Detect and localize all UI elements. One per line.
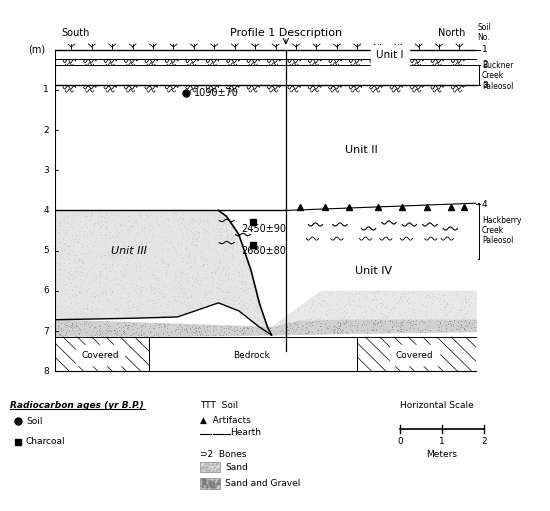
Text: Unit I: Unit I [376,50,404,60]
Text: 1: 1 [482,45,488,54]
Text: 1: 1 [43,85,49,95]
Text: Sand: Sand [225,462,248,472]
Text: Horizontal Scale: Horizontal Scale [400,401,474,410]
Text: ▲  Artifacts: ▲ Artifacts [200,416,251,425]
Polygon shape [55,211,272,335]
Text: 6: 6 [43,286,49,295]
Text: 4: 4 [43,206,49,215]
Text: 8: 8 [43,367,49,376]
Text: Unit II: Unit II [345,145,378,155]
Text: Profile 1 Description: Profile 1 Description [230,28,342,38]
Text: Covered: Covered [396,351,433,360]
Text: Soil
No.: Soil No. [477,23,491,42]
Text: Unit III: Unit III [111,246,146,256]
Text: Bedrock: Bedrock [233,351,270,360]
Text: 4: 4 [482,200,488,209]
Text: 0: 0 [397,437,403,447]
Text: 1090±70: 1090±70 [194,88,239,98]
Text: (m): (m) [28,44,45,55]
Text: Radiocarbon ages (yr B.P.): Radiocarbon ages (yr B.P.) [10,401,144,410]
Text: Soil: Soil [26,416,42,426]
Text: 2450±90: 2450±90 [241,223,286,234]
Text: Charcoal: Charcoal [26,437,65,446]
FancyBboxPatch shape [200,478,220,489]
Text: 3: 3 [43,166,49,175]
Text: Hearth: Hearth [230,428,261,437]
Text: Meters: Meters [426,450,458,459]
FancyBboxPatch shape [200,462,220,472]
Text: 3: 3 [482,81,488,89]
Text: Buckner
Creek
Paleosol: Buckner Creek Paleosol [482,61,513,90]
Text: Sand and Gravel: Sand and Gravel [225,479,300,488]
Text: TTT  Soil: TTT Soil [200,401,238,410]
Text: 1: 1 [439,437,445,447]
Text: Covered: Covered [81,351,119,360]
Text: ⊃2  Bones: ⊃2 Bones [200,450,246,459]
Text: 2: 2 [482,60,488,69]
Text: Hackberry
Creek
Paleosol: Hackberry Creek Paleosol [482,216,521,245]
Text: Unit IV: Unit IV [355,266,392,276]
Text: 2680±80: 2680±80 [241,246,286,256]
Text: 5: 5 [43,246,49,255]
Text: North: North [438,28,465,38]
Text: 7: 7 [43,327,49,336]
Text: 2: 2 [43,126,49,134]
Text: 2: 2 [481,437,487,447]
Text: South: South [61,28,90,38]
